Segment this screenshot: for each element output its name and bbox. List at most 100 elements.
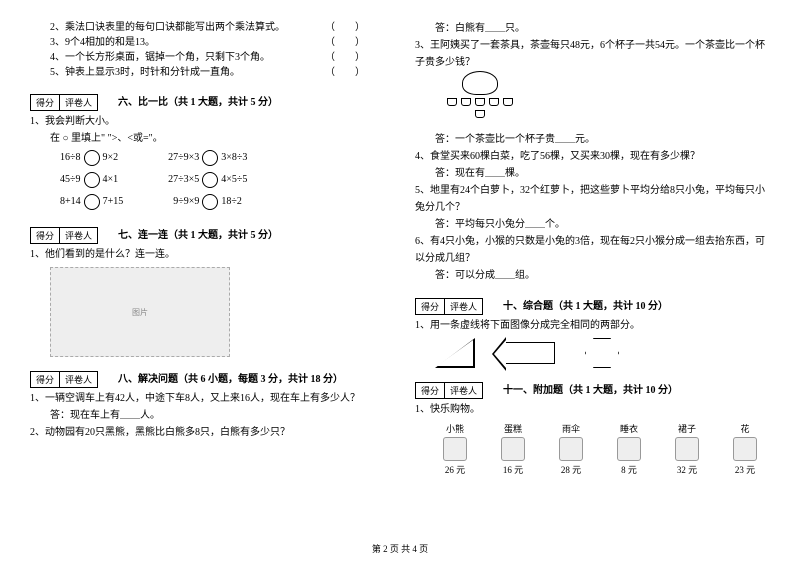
shop-price: 8 元 [609, 463, 649, 476]
a8-6: 答：可以分成＿＿组。 [415, 267, 770, 284]
statement-5: 5、钟表上显示3时，时针和分针成一直角。（ ） [50, 65, 385, 80]
match-picture: 图片 [50, 267, 230, 357]
statement-4: 4、一个长方形桌面，锯掉一个角，只剩下3个角。 （ ） [50, 50, 385, 65]
score-label: 得分 [416, 299, 445, 314]
q8-2: 2、动物园有20只黑熊，黑熊比白熊多8只，白熊有多少只？ [30, 424, 385, 441]
section-7-title: 七、连一连（共 1 大题，共计 5 分） [118, 226, 278, 241]
flower-icon [733, 437, 757, 461]
compare-row-2: 45÷94×1 27÷3×54×5÷5 [30, 169, 385, 191]
arrow-shape [505, 342, 555, 364]
score-box: 得分评卷人 [30, 227, 98, 244]
score-label: 得分 [416, 383, 445, 398]
a8-1: 答：现在车上有＿＿人。 [30, 407, 385, 424]
q8-1: 1、一辆空调车上有42人，中途下车8人，又上来16人，现在车上有多少人？ [30, 390, 385, 407]
pajama-icon [617, 437, 641, 461]
section-10-header: 得分评卷人 十、综合题（共 1 大题，共计 10 分） [415, 292, 770, 317]
teapot-icon [462, 71, 498, 95]
q6-hint: 在 ○ 里填上" ">、<或="。 [30, 130, 385, 147]
q8-4: 4、食堂买来60棵白菜，吃了56棵，又买来30棵，现在有多少棵？ [415, 148, 770, 165]
comp-expr: 9÷9×918÷2 [173, 191, 242, 213]
score-box: 得分评卷人 [415, 298, 483, 315]
section-10-title: 十、综合题（共 1 大题，共计 10 分） [503, 297, 668, 312]
q8-3: 3、王阿姨买了一套茶具，茶壶每只48元，6个杯子一共54元。一个茶壶比一个杯子贵… [415, 37, 770, 71]
comp-expr: 27÷3×54×5÷5 [168, 169, 247, 191]
shop-item: 睡衣 8 元 [609, 422, 649, 476]
shop-name: 小熊 [435, 422, 475, 435]
teapot-illustration [435, 71, 525, 131]
score-box: 得分评卷人 [30, 94, 98, 111]
q8-6: 6、有4只小兔，小猴的只数是小兔的3倍，现在每2只小猴分成一组去抬东西，可以分成… [415, 233, 770, 267]
comp-expr: 16÷89×2 [60, 147, 118, 169]
compare-row-1: 16÷89×2 27÷9×33×8÷3 [30, 147, 385, 169]
section-8-title: 八、解决问题（共 6 小题，每题 3 分，共计 18 分） [118, 370, 343, 385]
section-11-title: 十一、附加题（共 1 大题，共计 10 分） [503, 381, 678, 396]
paren: （ ） [325, 20, 365, 35]
right-column: 答：白熊有＿＿只。 3、王阿姨买了一套茶具，茶壶每只48元，6个杯子一共54元。… [415, 20, 770, 476]
comp-expr: 45÷94×1 [60, 169, 118, 191]
cups-row [445, 98, 515, 118]
skirt-icon [675, 437, 699, 461]
bear-icon [443, 437, 467, 461]
score-label: 得分 [31, 95, 60, 110]
grader-label: 评卷人 [60, 228, 97, 243]
shop-price: 16 元 [493, 463, 533, 476]
score-label: 得分 [31, 372, 60, 387]
statement-text: 4、一个长方形桌面，锯掉一个角，只剩下3个角。 [50, 50, 270, 65]
hexagon-shape [585, 338, 619, 368]
shop-price: 26 元 [435, 463, 475, 476]
triangle-shape [435, 338, 475, 368]
paren: （ ） [325, 50, 365, 65]
compare-circle[interactable] [202, 172, 218, 188]
section-11-header: 得分评卷人 十一、附加题（共 1 大题，共计 10 分） [415, 376, 770, 401]
compare-circle[interactable] [84, 172, 100, 188]
cup-icon [503, 98, 513, 106]
compare-circle[interactable] [202, 150, 218, 166]
statement-2: 2、乘法口诀表里的每句口诀都能写出两个乘法算式。（ ） [50, 20, 385, 35]
section-6-header: 得分评卷人 六、比一比（共 1 大题，共计 5 分） [30, 88, 385, 113]
statement-text: 3、9个4相加的和是13。 [50, 35, 155, 50]
shop-item: 雨伞28 元 [551, 422, 591, 476]
tf-statements: 2、乘法口诀表里的每句口诀都能写出两个乘法算式。（ ） 3、9个4相加的和是13… [30, 20, 385, 80]
score-label: 得分 [31, 228, 60, 243]
cup-icon [475, 110, 485, 118]
score-box: 得分评卷人 [30, 371, 98, 388]
section-8-header: 得分评卷人 八、解决问题（共 6 小题，每题 3 分，共计 18 分） [30, 365, 385, 390]
a8-5: 答：平均每只小兔分＿＿个。 [415, 216, 770, 233]
shop-name: 睡衣 [609, 422, 649, 435]
q11-1: 1、快乐购物。 [415, 401, 770, 418]
a8-4: 答：现在有＿＿棵。 [415, 165, 770, 182]
cup-icon [461, 98, 471, 106]
shop-name: 裙子 [667, 422, 707, 435]
shop-item: 裙子 32 元 [667, 422, 707, 476]
compare-circle[interactable] [202, 194, 218, 210]
compare-circle[interactable] [84, 194, 100, 210]
worksheet-page: 2、乘法口诀表里的每句口诀都能写出两个乘法算式。（ ） 3、9个4相加的和是13… [30, 20, 770, 476]
cup-icon [447, 98, 457, 106]
grader-label: 评卷人 [60, 95, 97, 110]
shop-item: 蛋糕 16 元 [493, 422, 533, 476]
cup-icon [475, 98, 485, 106]
q6-1: 1、我会判断大小。 [30, 113, 385, 130]
left-column: 2、乘法口诀表里的每句口诀都能写出两个乘法算式。（ ） 3、9个4相加的和是13… [30, 20, 385, 476]
shop-item: 花 23 元 [725, 422, 765, 476]
grader-label: 评卷人 [445, 383, 482, 398]
q8-5: 5、地里有24个白萝卜，32个红萝卜，把这些萝卜平均分给8只小兔，平均每只小兔分… [415, 182, 770, 216]
shop-item: 小熊 26 元 [435, 422, 475, 476]
shop-price: 32 元 [667, 463, 707, 476]
a8-2: 答：白熊有＿＿只。 [415, 20, 770, 37]
q7-1: 1、他们看到的是什么？连一连。 [30, 246, 385, 263]
paren: （ ） [325, 35, 365, 50]
paren: （ ） [325, 65, 365, 80]
cup-icon [489, 98, 499, 106]
shop-name: 蛋糕 [493, 422, 533, 435]
shop-name: 花 [725, 422, 765, 435]
shop-price: 23 元 [725, 463, 765, 476]
section-6-title: 六、比一比（共 1 大题，共计 5 分） [118, 93, 278, 108]
shop-items: 小熊 26 元 蛋糕 16 元 雨伞28 元 睡衣 8 元 裙子 32 元 花 23 元 [415, 422, 770, 476]
cake-icon [501, 437, 525, 461]
shapes-row [415, 338, 770, 368]
comp-expr: 27÷9×33×8÷3 [168, 147, 247, 169]
compare-circle[interactable] [84, 150, 100, 166]
compare-row-3: 8+147+15 9÷9×918÷2 [30, 191, 385, 213]
q10-1: 1、用一条虚线将下面图像分成完全相同的两部分。 [415, 317, 770, 334]
